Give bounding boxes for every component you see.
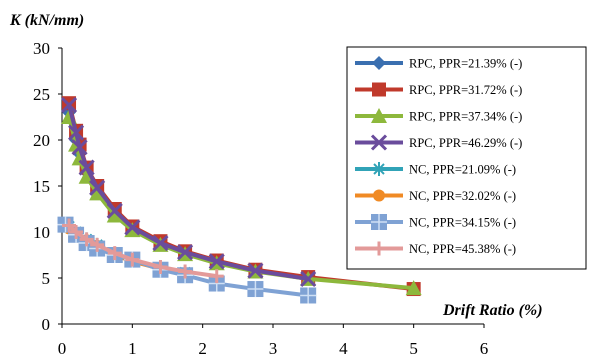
legend: RPC, PPR=21.39% (-) RPC, PPR=31.72% (-) RP… bbox=[346, 46, 587, 270]
legend-label: RPC, PPR=37.34% (-) bbox=[409, 110, 522, 124]
y-tick-label: 20 bbox=[33, 131, 50, 150]
legend-item: RPC, PPR=21.39% (-) bbox=[355, 56, 522, 71]
series-layer bbox=[57, 96, 422, 304]
data-point bbox=[300, 270, 317, 287]
x-axis-ticks: 0 1 2 3 4 5 6 bbox=[58, 324, 489, 358]
legend-label: RPC, PPR=31.72% (-) bbox=[409, 83, 522, 97]
data-point bbox=[152, 234, 169, 252]
data-point bbox=[78, 159, 95, 176]
data-point bbox=[89, 185, 106, 201]
legend-label: NC, PPR=21.09% (-) bbox=[409, 163, 516, 177]
data-point bbox=[69, 225, 84, 239]
data-point bbox=[370, 134, 388, 151]
plot-area: 0 5 10 15 20 25 30 0 1 2 3 4 5 6 bbox=[33, 39, 488, 358]
data-point bbox=[247, 281, 264, 298]
data-point bbox=[107, 246, 122, 261]
data-point bbox=[372, 56, 386, 70]
y-tick-label: 10 bbox=[33, 223, 50, 242]
legend-item: RPC, PPR=31.72% (-) bbox=[355, 82, 522, 97]
y-tick-label: 25 bbox=[33, 85, 50, 104]
legend-item: NC, PPR=32.02% (-) bbox=[355, 189, 516, 203]
y-tick-label: 5 bbox=[42, 269, 51, 288]
legend-label: NC, PPR=32.02% (-) bbox=[409, 189, 516, 203]
data-point bbox=[177, 244, 194, 261]
data-point bbox=[405, 280, 422, 296]
series bbox=[60, 96, 317, 287]
x-tick-label: 4 bbox=[339, 339, 348, 358]
data-point bbox=[372, 82, 386, 97]
data-point bbox=[90, 237, 105, 252]
data-point bbox=[106, 207, 123, 223]
x-axis-title: Drift Ratio (%) bbox=[442, 302, 543, 319]
y-axis-ticks: 0 5 10 15 20 25 30 bbox=[33, 39, 62, 334]
x-tick-label: 0 bbox=[58, 339, 67, 358]
legend-item: NC, PPR=21.09% (-) bbox=[355, 162, 516, 177]
legend-item: RPC, PPR=46.29% (-) bbox=[355, 134, 522, 151]
data-point bbox=[71, 139, 88, 156]
series bbox=[62, 218, 224, 284]
y-axis-title-unit: (kN/mm) bbox=[21, 12, 85, 29]
y-axis-title: K (kN/mm) bbox=[9, 12, 84, 29]
y-tick-label: 15 bbox=[33, 177, 50, 196]
x-tick-label: 2 bbox=[198, 339, 207, 358]
legend-label: RPC, PPR=46.29% (-) bbox=[409, 136, 522, 150]
legend-label: NC, PPR=45.38% (-) bbox=[409, 242, 516, 256]
data-point bbox=[62, 218, 77, 233]
y-axis-title-symbol: K bbox=[9, 12, 22, 29]
data-point bbox=[79, 232, 94, 247]
legend-items: RPC, PPR=21.39% (-) RPC, PPR=31.72% (-) RP… bbox=[355, 56, 522, 256]
legend-label: RPC, PPR=21.39% (-) bbox=[409, 57, 522, 71]
data-point bbox=[247, 262, 264, 279]
data-point bbox=[372, 241, 386, 256]
x-tick-label: 3 bbox=[269, 339, 278, 358]
data-point bbox=[106, 202, 123, 219]
data-point bbox=[68, 124, 85, 141]
x-tick-label: 5 bbox=[409, 339, 418, 358]
data-point bbox=[371, 214, 387, 230]
data-point bbox=[300, 287, 317, 304]
data-point bbox=[208, 253, 225, 270]
legend-item: RPC, PPR=37.34% (-) bbox=[355, 108, 522, 124]
data-point bbox=[372, 162, 386, 176]
data-point bbox=[153, 259, 168, 274]
data-point bbox=[371, 108, 387, 123]
data-point bbox=[124, 219, 141, 236]
legend-item: NC, PPR=34.15% (-) bbox=[355, 214, 516, 230]
legend-item: NC, PPR=45.38% (-) bbox=[355, 241, 516, 256]
data-point bbox=[60, 96, 78, 114]
x-tick-label: 6 bbox=[480, 339, 489, 358]
data-point bbox=[89, 179, 106, 196]
y-tick-label: 30 bbox=[33, 39, 50, 58]
data-point bbox=[373, 189, 385, 202]
legend-box bbox=[346, 46, 587, 270]
data-point bbox=[78, 168, 95, 184]
data-point bbox=[125, 252, 140, 267]
data-point bbox=[178, 264, 193, 279]
legend-label: NC, PPR=34.15% (-) bbox=[409, 216, 516, 230]
x-tick-label: 1 bbox=[128, 339, 137, 358]
y-tick-label: 0 bbox=[42, 315, 51, 334]
data-point bbox=[209, 269, 224, 284]
